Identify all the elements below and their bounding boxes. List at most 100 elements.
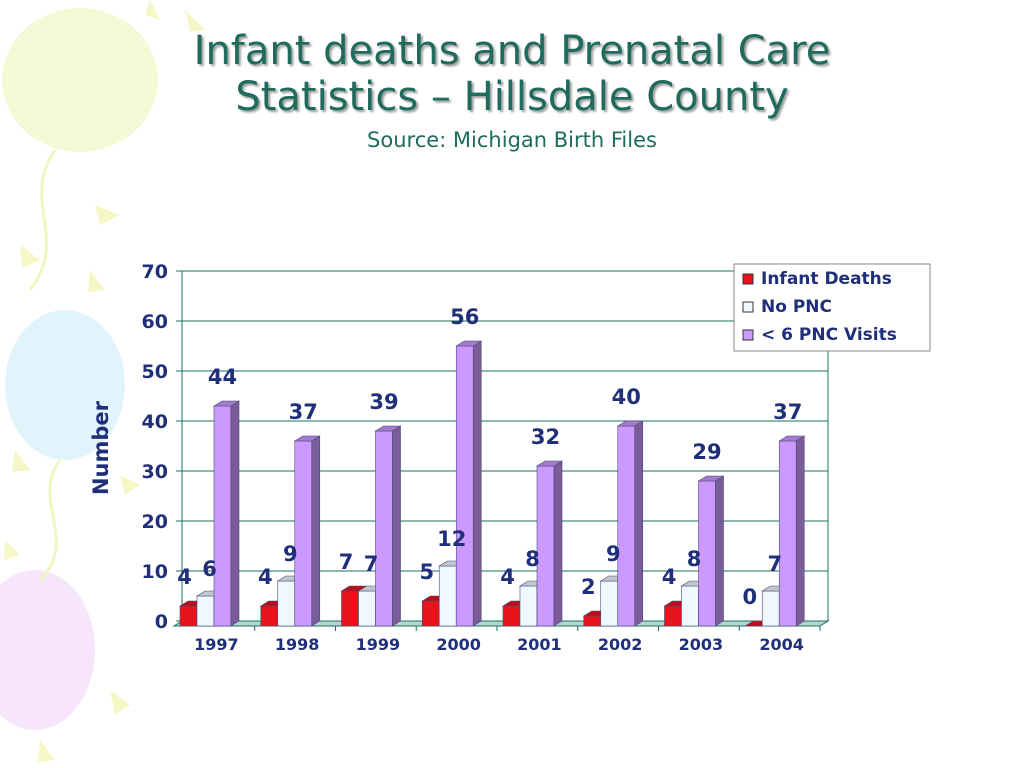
bar-front [536, 465, 555, 627]
x-tick-label: 2000 [436, 635, 481, 654]
bar-side [392, 425, 401, 627]
bar [697, 475, 725, 627]
bar-top [778, 435, 806, 442]
confetti-shape [12, 450, 30, 472]
bar-top [697, 475, 725, 482]
legend-label: No PNC [761, 297, 832, 317]
data-label: 44 [208, 365, 237, 389]
bar-front [600, 580, 619, 627]
bar-top [293, 435, 321, 442]
bar-front [341, 590, 359, 627]
bar-front [455, 345, 474, 627]
bar [374, 425, 402, 627]
bar [778, 435, 806, 627]
confetti-shape [38, 740, 55, 762]
data-label: 56 [450, 305, 479, 329]
legend-box [733, 263, 931, 352]
bar-front [294, 440, 313, 627]
bar-side [553, 460, 563, 627]
data-label: 0 [742, 585, 757, 609]
bar [212, 400, 241, 627]
bar-front [213, 405, 232, 627]
bar-front [179, 605, 198, 627]
bar-top [616, 420, 644, 427]
data-label: 7 [364, 552, 379, 576]
x-tick-label: 1999 [356, 635, 401, 654]
y-tick-label: 70 [142, 261, 168, 283]
balloon-string [38, 459, 62, 582]
bar-front [502, 605, 521, 627]
bar-top [374, 425, 402, 432]
data-label: 5 [419, 560, 434, 584]
y-tick-label: 0 [155, 611, 168, 633]
bar-front [277, 580, 296, 627]
bar [616, 420, 644, 627]
bar-front [583, 615, 602, 627]
x-tick-label: 1998 [275, 635, 320, 654]
bar-front [375, 430, 393, 627]
confetti-shape [110, 690, 130, 715]
y-tick-label: 30 [142, 461, 168, 483]
confetti-shape [4, 540, 20, 560]
slide-title: Infant deaths and Prenatal Care Statisti… [0, 28, 1024, 120]
data-label: 32 [531, 425, 560, 449]
confetti-shape [88, 270, 105, 292]
bar-front [438, 565, 457, 627]
bar-side [311, 435, 321, 627]
balloon-string [28, 149, 57, 291]
slide-title-line-2: Statistics – Hillsdale County [235, 74, 789, 120]
x-tick-label: 1997 [194, 635, 239, 654]
slide-title-line-1: Infant deaths and Prenatal Care [193, 28, 831, 74]
bar-front [664, 605, 682, 627]
data-label: 8 [687, 547, 702, 571]
y-tick-label: 10 [142, 561, 168, 583]
bar [293, 435, 321, 627]
bar-side [634, 420, 644, 627]
y-tick-label: 40 [142, 411, 168, 433]
y-tick-label: 20 [142, 511, 168, 533]
bar-front [260, 605, 279, 627]
legend-swatch [742, 273, 754, 285]
bar-side [715, 475, 724, 627]
legend: Infant Deaths No PNC < 6 PNC Visits [733, 263, 931, 352]
slide-subtitle: Source: Michigan Birth Files [367, 128, 657, 152]
confetti-shape [145, 0, 160, 20]
data-label: 4 [662, 565, 677, 589]
y-tick-label: 50 [142, 361, 168, 383]
data-label: 7 [339, 550, 354, 574]
bar [455, 340, 483, 627]
data-label: 12 [437, 527, 466, 551]
confetti-shape [95, 205, 120, 225]
legend-swatch [742, 301, 754, 313]
data-label: 8 [525, 547, 540, 571]
data-label: 4 [500, 565, 515, 589]
legend-swatch [742, 329, 754, 341]
bar-side [230, 400, 240, 627]
legend-label: Infant Deaths [761, 269, 892, 289]
data-label: 9 [606, 542, 621, 566]
bar-side [795, 435, 805, 627]
x-tick-label: 2001 [517, 635, 562, 654]
confetti-shape [185, 10, 205, 32]
bar-front [421, 600, 440, 627]
x-tick-label: 2002 [598, 635, 643, 654]
data-label: 40 [612, 385, 641, 409]
data-label: 39 [369, 390, 398, 414]
bar-front [519, 585, 538, 627]
bar-top [455, 340, 483, 347]
bar [535, 460, 564, 627]
balloon-shape [5, 310, 125, 460]
data-label: 4 [177, 565, 192, 589]
bar-side [472, 340, 482, 627]
data-label: 37 [289, 400, 318, 424]
bar-top [212, 400, 241, 407]
data-label: 4 [258, 565, 273, 589]
legend-label: < 6 PNC Visits [761, 325, 897, 345]
balloon-shape [2, 8, 158, 152]
y-tick-label: 60 [142, 311, 168, 333]
data-label: 29 [692, 440, 721, 464]
bar-front [778, 440, 797, 627]
